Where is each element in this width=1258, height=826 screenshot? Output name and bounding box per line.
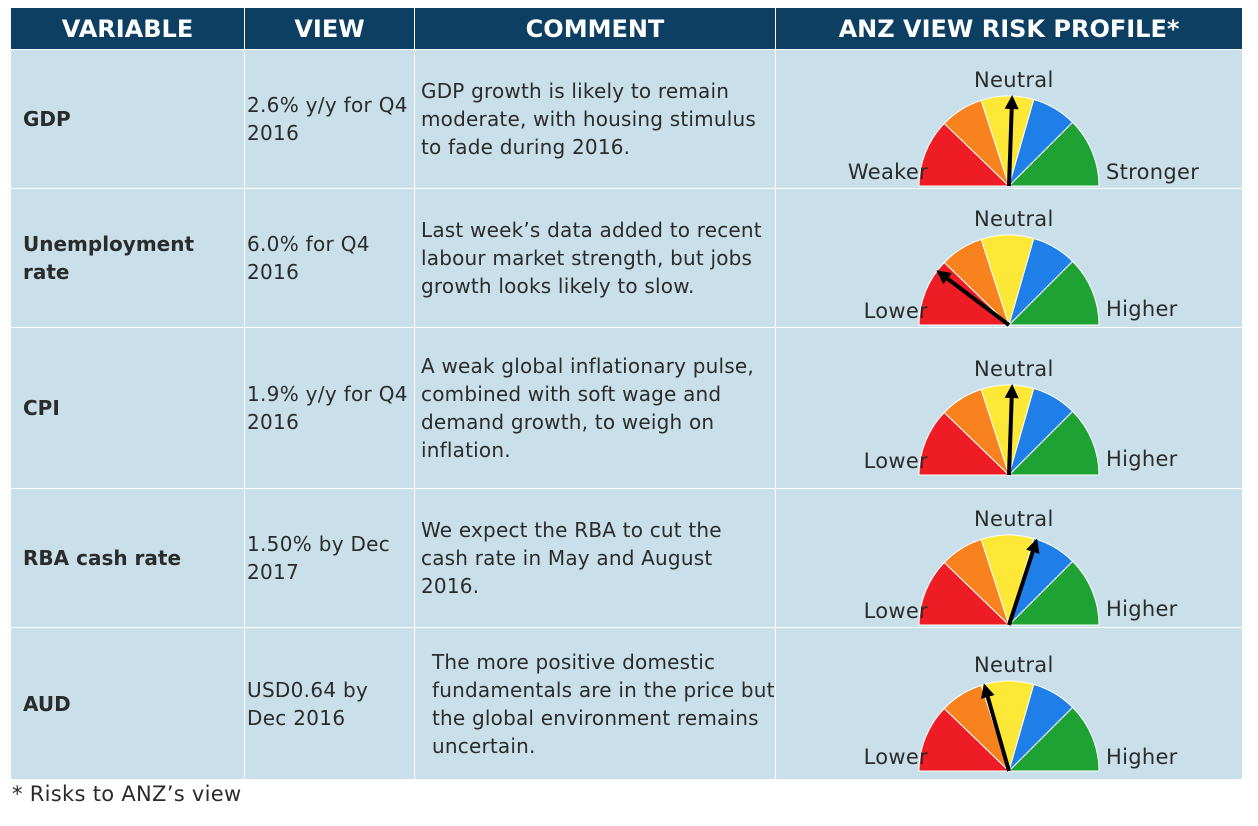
gauge-needle-arrowhead	[1004, 384, 1019, 399]
gauge-segment-red	[918, 411, 1011, 476]
gauge-segment-red	[918, 707, 1011, 771]
gauge-svg	[918, 680, 1100, 773]
risk-gauge: Neutral Weaker Stronger	[776, 50, 1242, 188]
risk-table: VARIABLE VIEW COMMENT ANZ VIEW RISK PROF…	[10, 8, 1243, 780]
gauge-cell: Neutral Lower Higher	[775, 327, 1243, 489]
header-variable: VARIABLE	[10, 8, 245, 50]
comment-cell: We expect the RBA to cut the cash rate i…	[414, 488, 776, 628]
gauge-cell: Neutral Weaker Stronger	[775, 49, 1243, 189]
comment-cell: Last week’s data added to recent labour …	[414, 188, 776, 328]
table-row: Unemployment rate 6.0% for Q4 2016 Last …	[10, 188, 1243, 328]
view-cell: 1.9% y/y for Q4 2016	[244, 327, 415, 489]
risk-gauge: Neutral Lower Higher	[776, 635, 1242, 773]
comment-cell: GDP growth is likely to remain moderate,…	[414, 49, 776, 189]
view-cell: 6.0% for Q4 2016	[244, 188, 415, 328]
gauge-label-high: Higher	[1106, 297, 1178, 321]
gauge-label-neutral: Neutral	[974, 207, 1054, 231]
gauge-needle-arrowhead	[1004, 95, 1019, 110]
risk-gauge: Neutral Lower Higher	[776, 339, 1242, 477]
gauge-label-high: Higher	[1106, 744, 1178, 769]
gauge-svg	[918, 95, 1100, 188]
gauge-label-low: Weaker	[847, 160, 928, 184]
risk-gauge: Neutral Lower Higher	[776, 489, 1242, 627]
gauge-svg	[918, 234, 1100, 327]
gauge-needle	[1007, 397, 1014, 476]
gauge-label-low: Lower	[863, 744, 928, 769]
table-row: GDP 2.6% y/y for Q4 2016 GDP growth is l…	[10, 49, 1243, 189]
gauge-segment-green	[1007, 706, 1100, 771]
gauge-label-low: Lower	[863, 299, 928, 323]
gauge-label-neutral: Neutral	[974, 652, 1054, 677]
gauge-label-low: Lower	[863, 449, 928, 473]
gauge-label-neutral: Neutral	[974, 507, 1054, 531]
comment-cell: The more positive domestic fundamentals …	[414, 627, 776, 780]
variable-cell: AUD	[10, 627, 245, 780]
view-cell: 1.50% by Dec 2017	[244, 488, 415, 628]
gauge-needle	[1007, 551, 1035, 626]
table-row: AUD USD0.64 by Dec 2016 The more positiv…	[10, 627, 1243, 780]
gauge-needle-arrowhead	[1026, 538, 1040, 554]
gauge-label-high: Higher	[1106, 597, 1178, 621]
gauge-svg	[918, 384, 1100, 477]
table-row: RBA cash rate 1.50% by Dec 2017 We expec…	[10, 488, 1243, 628]
gauge-segment-red	[918, 561, 1011, 626]
gauge-needle	[985, 695, 1011, 772]
gauge-segment-green	[1007, 410, 1100, 476]
gauge-label-low: Lower	[863, 599, 928, 623]
risk-gauge: Neutral Lower Higher	[776, 189, 1242, 327]
gauge-needle-arrowhead	[981, 683, 995, 699]
gauge-label-high: Higher	[1106, 447, 1178, 471]
gauge-label-neutral: Neutral	[974, 357, 1054, 381]
gauge-segment-green	[1007, 560, 1100, 626]
gauge-cell: Neutral Lower Higher	[775, 488, 1243, 628]
gauge-cell: Neutral Lower Higher	[775, 627, 1243, 780]
variable-cell: CPI	[10, 327, 245, 489]
gauge-needle	[1007, 108, 1014, 187]
view-cell: 2.6% y/y for Q4 2016	[244, 49, 415, 189]
comment-cell: A weak global inflationary pulse, combin…	[414, 327, 776, 489]
header-row: VARIABLE VIEW COMMENT ANZ VIEW RISK PROF…	[10, 8, 1243, 50]
variable-cell: RBA cash rate	[10, 488, 245, 628]
gauge-segment-green	[1007, 121, 1100, 187]
variable-cell: Unemployment rate	[10, 188, 245, 328]
header-risk-profile: ANZ VIEW RISK PROFILE*	[775, 8, 1243, 50]
footnote: * Risks to ANZ’s view	[12, 782, 242, 806]
gauge-cell: Neutral Lower Higher	[775, 188, 1243, 328]
variable-cell: GDP	[10, 49, 245, 189]
header-view: VIEW	[244, 8, 415, 50]
view-cell: USD0.64 by Dec 2016	[244, 627, 415, 780]
table-row: CPI 1.9% y/y for Q4 2016 A weak global i…	[10, 327, 1243, 489]
gauge-label-high: Stronger	[1106, 160, 1200, 184]
gauge-label-neutral: Neutral	[974, 68, 1054, 92]
gauge-segment-red	[918, 122, 1011, 187]
gauge-svg	[918, 534, 1100, 627]
header-comment: COMMENT	[414, 8, 776, 50]
gauge-needle-arrowhead	[936, 270, 952, 285]
gauge-segment-green	[1007, 260, 1100, 326]
gauge-needle	[946, 277, 1011, 327]
